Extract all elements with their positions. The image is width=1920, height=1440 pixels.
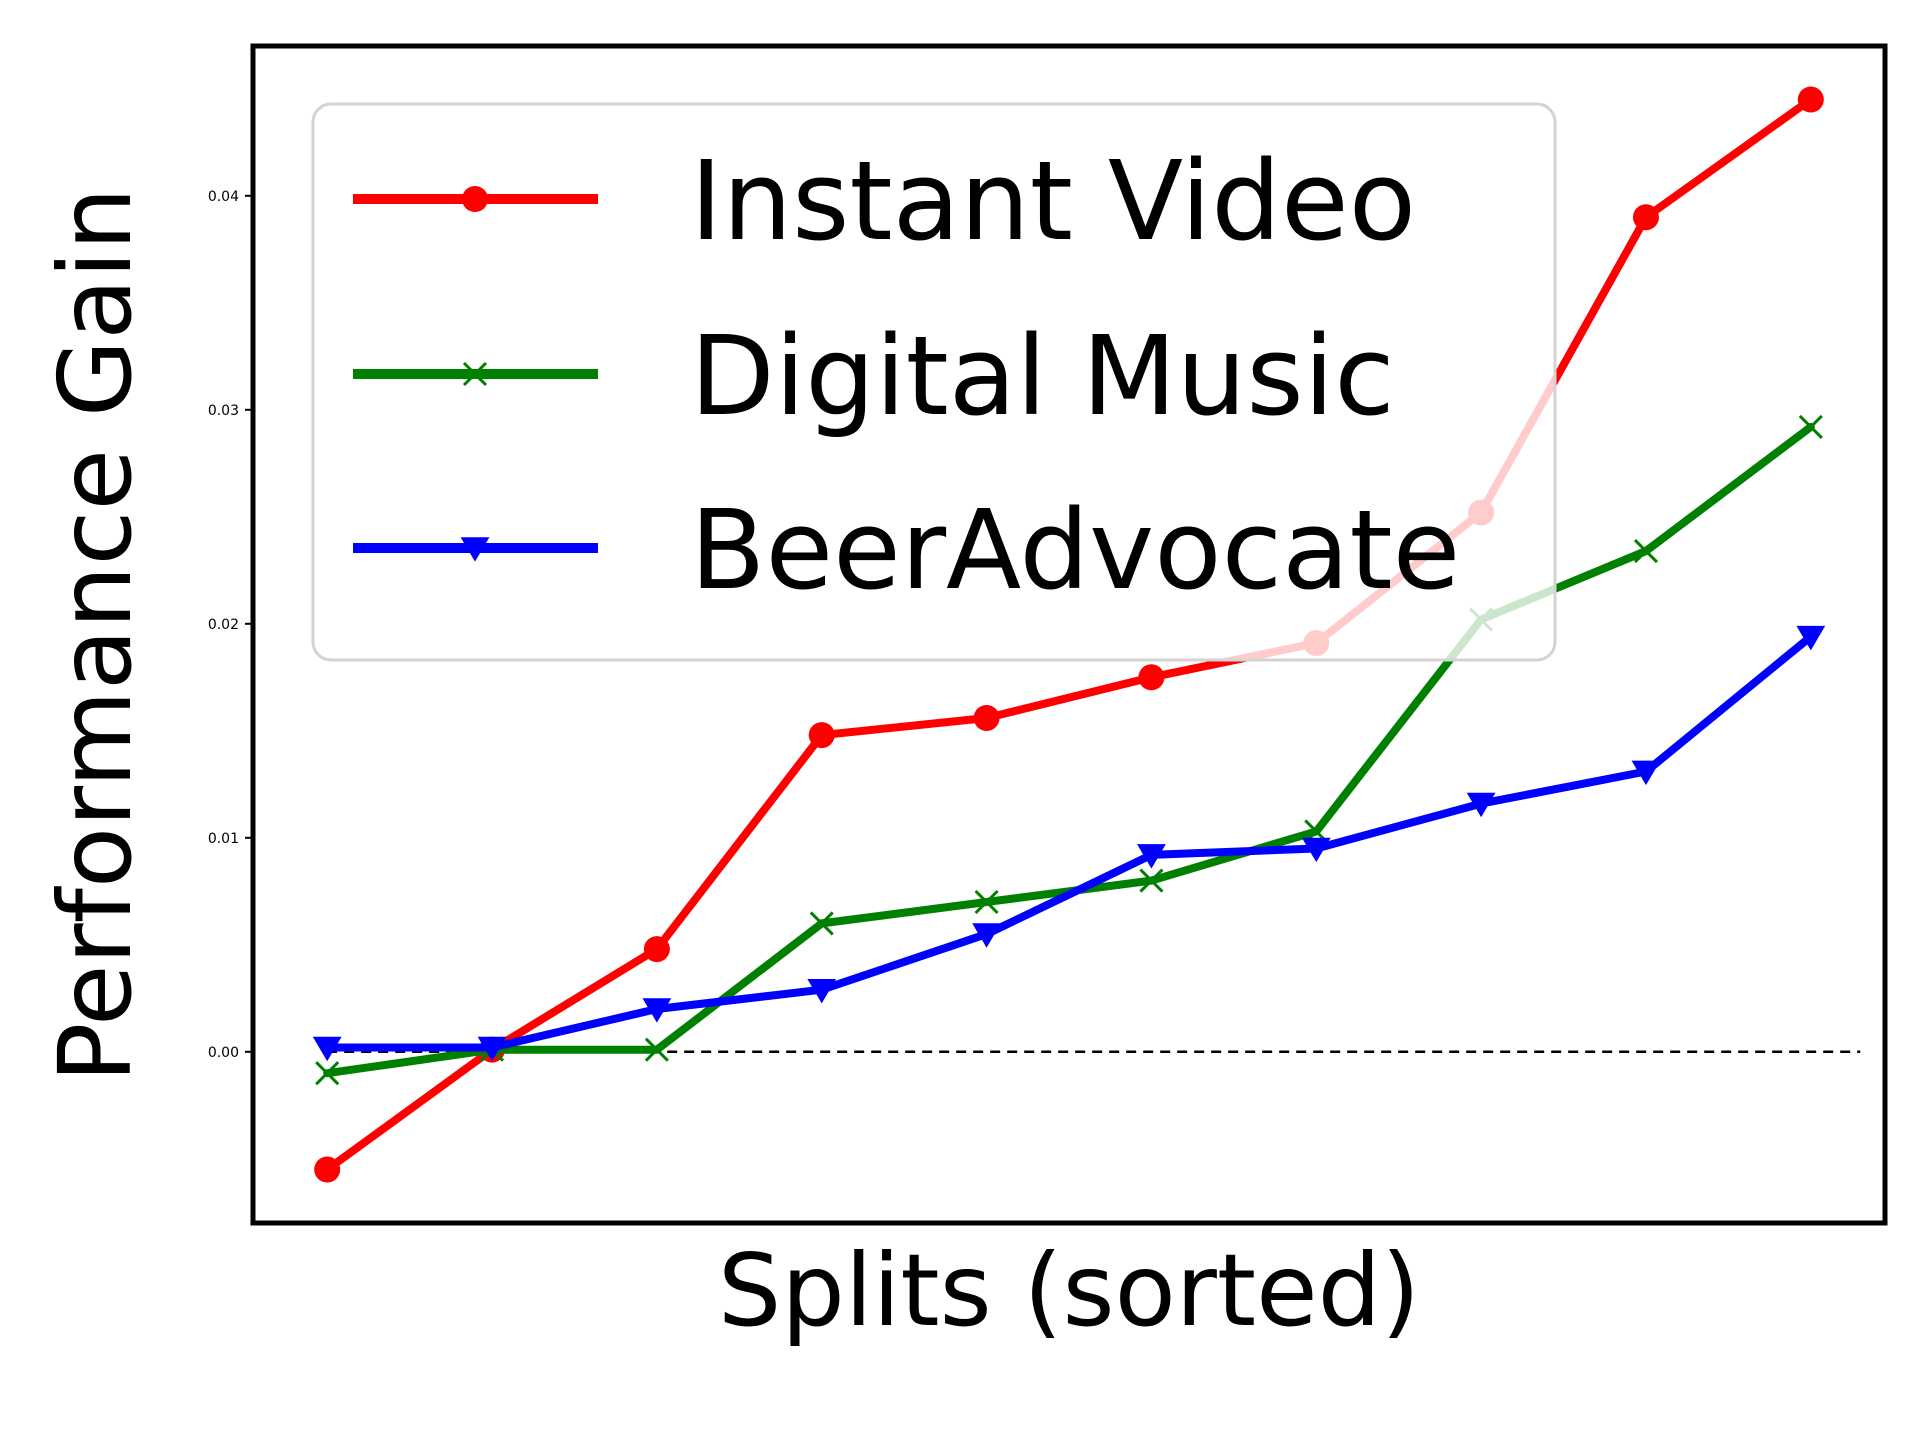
data-point-beeradvocate bbox=[1137, 844, 1166, 869]
legend-label-beeradvocate: BeerAdvocate bbox=[690, 486, 1460, 614]
legend-box bbox=[311, 102, 1557, 662]
data-point-digital-music bbox=[1633, 538, 1659, 564]
y-axis-ticks: 0.00 0.01 0.02 0.03 0.04 bbox=[208, 189, 253, 1061]
data-point-digital-music bbox=[974, 889, 999, 915]
data-point-beeradvocate bbox=[1796, 625, 1826, 651]
data-point-instant-video bbox=[1138, 664, 1165, 691]
data-point-instant-video bbox=[1632, 204, 1659, 231]
data-point-beeradvocate bbox=[1631, 760, 1661, 786]
legend: Instant Video Digital Music BeerAdvocate bbox=[311, 102, 1557, 662]
y-tick-label: 0.03 bbox=[208, 403, 239, 419]
data-point-instant-video bbox=[1797, 86, 1824, 113]
y-tick-label: 0.04 bbox=[208, 189, 239, 205]
data-point-beeradvocate bbox=[312, 1036, 342, 1062]
data-point-beeradvocate bbox=[477, 1036, 507, 1062]
data-point-digital-music bbox=[644, 1037, 669, 1062]
legend-label-digital-music: Digital Music bbox=[690, 312, 1395, 440]
data-point-digital-music bbox=[1798, 414, 1823, 439]
data-point-instant-video bbox=[643, 936, 670, 963]
legend-marker-instant-video bbox=[462, 186, 488, 212]
y-axis-label: Performance Gain bbox=[37, 187, 154, 1082]
data-point-beeradvocate bbox=[807, 978, 837, 1004]
series-line-beeradvocate bbox=[323, 632, 1815, 1052]
legend-marker-digital-music bbox=[462, 361, 488, 387]
y-tick-label: 0.01 bbox=[208, 831, 239, 847]
data-point-digital-music bbox=[809, 911, 834, 936]
data-point-instant-video bbox=[808, 722, 835, 749]
legend-label-instant-video: Instant Video bbox=[690, 137, 1416, 265]
legend-marker-beeradvocate bbox=[460, 537, 490, 562]
x-axis-label: Splits (sorted) bbox=[718, 1232, 1420, 1349]
data-point-beeradvocate bbox=[642, 998, 672, 1023]
data-point-digital-music bbox=[1139, 868, 1164, 893]
data-point-beeradvocate bbox=[1301, 837, 1331, 863]
data-point-instant-video bbox=[314, 1156, 341, 1183]
y-tick-label: 0.00 bbox=[208, 1045, 239, 1061]
data-point-digital-music bbox=[315, 1061, 340, 1086]
data-point-instant-video bbox=[973, 704, 1000, 731]
series-line-instant-video bbox=[323, 95, 1815, 1174]
plot-frame bbox=[250, 43, 1888, 1226]
data-point-beeradvocate bbox=[972, 923, 1001, 948]
y-tick-label: 0.02 bbox=[208, 617, 239, 633]
data-point-beeradvocate bbox=[1466, 792, 1496, 818]
